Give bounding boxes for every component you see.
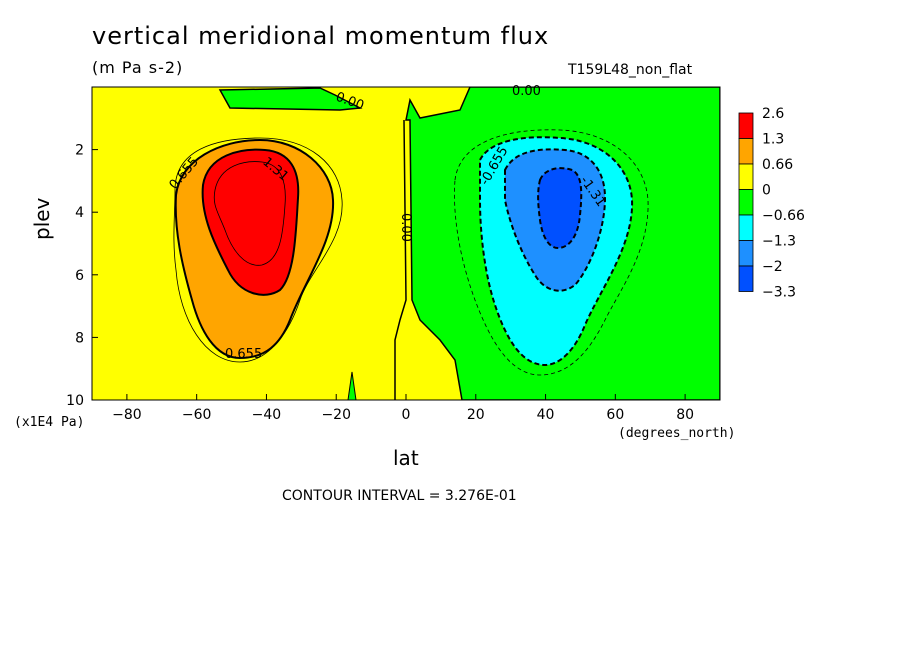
contour-peak-negative [537,167,583,250]
chart-units: (m Pa s-2) [92,58,184,77]
contour-outer-negative [454,129,649,376]
contour-131-positive [201,148,300,296]
x-tick-label: −40 [252,407,282,423]
colorbar-label: −0.66 [762,208,805,224]
contour-inner-positive [213,161,286,266]
x-axis-unit: (degrees_north) [618,426,736,441]
y-tick-label: 10 [66,393,84,409]
colorbar-label: 0.66 [762,157,793,173]
colorbar-swatch [738,138,754,165]
colorbar-label: −2 [762,259,783,275]
x-tick-label: 60 [606,407,624,423]
x-tick-label: 20 [467,407,485,423]
x-tick-label: −80 [112,407,142,423]
y-tick-label: 6 [75,268,84,284]
contour-interval: CONTOUR INTERVAL = 3.276E-01 [282,488,517,504]
x-tick-label: 80 [676,407,694,423]
contour-fill [92,87,720,400]
y-axis-label: plev [30,197,54,240]
x-axis: −80 −60 −40 −20 0 20 40 60 80 [112,394,694,423]
colorbar: 2.6 1.3 0.66 0 −0.66 −1.3 −2 −3.3 [738,106,805,301]
colorbar-swatch [738,112,754,139]
colorbar-swatch [738,214,754,241]
colorbar-swatch [738,265,754,292]
chart-title: vertical meridional momentum flux [92,22,550,50]
y-tick-label: 4 [75,205,84,221]
lower-positive [92,360,352,400]
upper-negative-strip [218,87,363,111]
run-label: T159L48_non_flat [568,62,693,78]
y-axis-unit: (x1E4 Pa) [14,415,85,430]
colorbar-label: 0 [762,183,771,199]
contour-label-5: 0.00 [512,84,541,99]
colorbar-swatch [738,163,754,190]
colorbar-label: −1.3 [762,234,796,250]
colorbar-swatch [738,240,754,267]
y-tick-label: 8 [75,330,84,346]
lower-left-negative [347,371,357,400]
colorbar-swatch [738,189,754,216]
contour-label-3: 0.655 [225,347,262,362]
contour-label-6: 0.00 [398,213,413,242]
x-tick-label: −60 [182,407,212,423]
x-tick-label: −20 [321,407,351,423]
y-axis: 2 4 6 8 10 [66,143,98,409]
x-tick-label: 0 [402,407,411,423]
zero-contour [394,119,407,400]
x-axis-label: lat [393,446,419,470]
colorbar-label: 1.3 [762,132,784,148]
colorbar-label: 2.6 [762,106,784,122]
x-tick-label: 40 [537,407,555,423]
colorbar-label: −3.3 [762,285,796,301]
y-tick-label: 2 [75,143,84,159]
